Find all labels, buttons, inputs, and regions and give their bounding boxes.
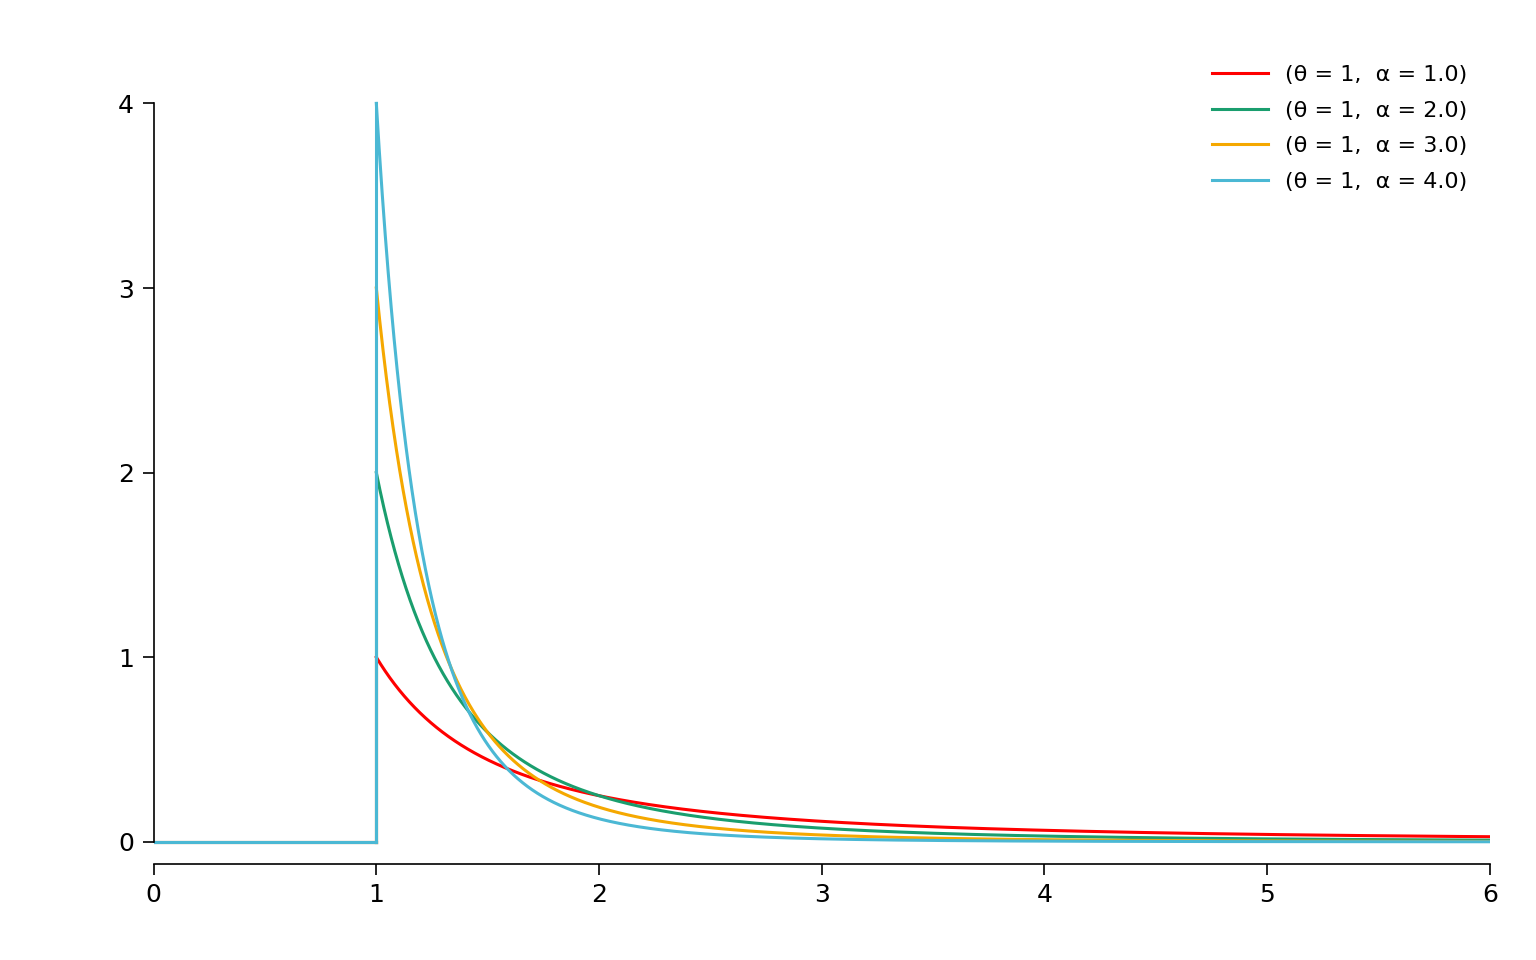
(θ = 1,  α = 2.0) [561, 780, 579, 791]
(θ = 1,  α = 3.0) [842, 830, 860, 842]
(θ = 1,  α = 2.0) [1481, 834, 1499, 846]
(θ = 1,  α = 1.0) [842, 817, 860, 828]
(θ = 1,  α = 4.0) [495, 758, 513, 770]
(θ = 1,  α = 3.0) [1481, 835, 1499, 847]
(θ = 1,  α = 3.0) [794, 828, 813, 840]
(θ = 1,  α = 4.0) [367, 98, 386, 109]
(θ = 1,  α = 4.0) [1459, 836, 1478, 848]
(θ = 1,  α = 3.0) [495, 745, 513, 756]
(θ = 1,  α = 4.0) [561, 804, 579, 815]
(θ = 1,  α = 2.0) [794, 821, 813, 832]
(θ = 1,  α = 4.0) [794, 832, 813, 844]
Legend: (θ = 1,  α = 1.0), (θ = 1,  α = 2.0), (θ = 1,  α = 3.0), (θ = 1,  α = 4.0): (θ = 1, α = 1.0), (θ = 1, α = 2.0), (θ =… [1203, 56, 1476, 201]
(θ = 1,  α = 4.0) [842, 833, 860, 845]
(θ = 1,  α = 1.0) [495, 761, 513, 773]
(θ = 1,  α = 1.0) [1459, 830, 1478, 842]
(θ = 1,  α = 1.0) [794, 814, 813, 826]
(θ = 1,  α = 4.0) [1339, 836, 1358, 848]
(θ = 1,  α = 3.0) [1339, 835, 1358, 847]
Line: (θ = 1,  α = 3.0): (θ = 1, α = 3.0) [376, 288, 1490, 841]
(θ = 1,  α = 1.0) [1481, 831, 1499, 843]
(θ = 1,  α = 2.0) [367, 467, 386, 478]
(θ = 1,  α = 2.0) [1459, 834, 1478, 846]
(θ = 1,  α = 1.0) [1339, 829, 1358, 841]
(θ = 1,  α = 3.0) [561, 790, 579, 802]
(θ = 1,  α = 1.0) [561, 783, 579, 795]
(θ = 1,  α = 3.0) [367, 282, 386, 294]
(θ = 1,  α = 2.0) [495, 741, 513, 753]
(θ = 1,  α = 4.0) [1481, 836, 1499, 848]
(θ = 1,  α = 2.0) [1339, 833, 1358, 845]
Line: (θ = 1,  α = 2.0): (θ = 1, α = 2.0) [376, 472, 1490, 840]
(θ = 1,  α = 3.0) [1459, 835, 1478, 847]
Line: (θ = 1,  α = 1.0): (θ = 1, α = 1.0) [376, 658, 1490, 837]
Line: (θ = 1,  α = 4.0): (θ = 1, α = 4.0) [376, 104, 1490, 842]
(θ = 1,  α = 1.0) [367, 652, 386, 663]
(θ = 1,  α = 2.0) [842, 824, 860, 835]
